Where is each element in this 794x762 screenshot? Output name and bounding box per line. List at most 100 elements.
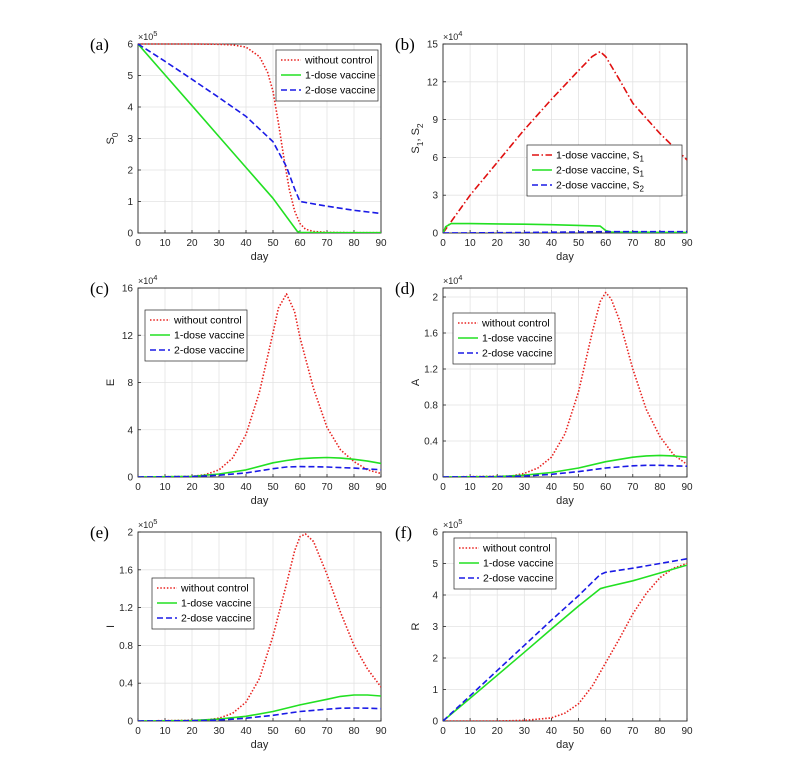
axes-box [442, 43, 688, 234]
x-tick-label: 20 [186, 238, 198, 249]
x-tick-label: 50 [573, 482, 585, 493]
x-tick-label: 40 [240, 238, 252, 249]
series-line-1-dose-vaccine [138, 43, 381, 233]
x-tick-label: 0 [135, 238, 141, 249]
legend-entry: 2-dose vaccine [174, 345, 245, 357]
x-tick-label: 70 [321, 238, 333, 249]
y-tick-label: 1.2 [119, 603, 133, 614]
panel-label: (d) [395, 279, 415, 298]
x-tick-label: 50 [573, 238, 585, 249]
x-tick-label: 40 [240, 726, 252, 737]
x-tick-label: 10 [465, 238, 477, 249]
x-tick-label: 60 [294, 482, 306, 493]
y-tick-label: 3 [432, 622, 438, 633]
series-line-2-dose-vaccine-s1 [443, 222, 687, 233]
legend-entry: 1-dose vaccine [174, 330, 245, 342]
series-line-without-control [443, 562, 687, 721]
y-tick-label: 6 [127, 40, 133, 51]
y-tick-label: 2 [127, 166, 133, 177]
legend-entry: 2-dose vaccine [483, 573, 554, 585]
plot-area [443, 44, 687, 233]
panel-label: (b) [395, 35, 415, 54]
legend-entry: 2-dose vaccine [482, 348, 553, 360]
x-axis-label: day [251, 739, 269, 751]
x-tick-label: 0 [135, 482, 141, 493]
x-tick-label: 60 [294, 238, 306, 249]
y-tick-label: 0.8 [119, 641, 133, 652]
x-tick-label: 0 [440, 238, 446, 249]
axis-exponent: ×104 [443, 29, 462, 42]
axis-exponent: ×104 [443, 273, 462, 286]
x-tick-label: 30 [213, 238, 225, 249]
x-tick-label: 30 [519, 238, 531, 249]
legend: without control 1-dose vaccine 2-dose vacc… [151, 577, 255, 630]
y-tick-label: 8 [127, 378, 133, 389]
x-tick-label: 80 [348, 726, 360, 737]
x-tick-label: 50 [267, 482, 279, 493]
axes-box [137, 287, 382, 478]
series-line-without-control [138, 43, 381, 233]
legend-entry: 2-dose vaccine, S1 [556, 165, 644, 179]
legend-entry: without control [173, 315, 242, 327]
x-tick-label: 50 [267, 726, 279, 737]
legend-entry: without control [481, 318, 550, 330]
series-line-2-dose-vaccine [138, 43, 381, 215]
x-tick-label: 10 [159, 482, 171, 493]
y-axis-label: S0 [105, 132, 120, 144]
x-axis-label: day [556, 495, 574, 507]
x-tick-label: 90 [681, 238, 693, 249]
y-axis-label: A [410, 378, 422, 386]
series-line-2-dose-vaccine [138, 465, 381, 477]
y-tick-label: 4 [127, 103, 133, 114]
x-tick-label: 20 [186, 726, 198, 737]
axis-exponent: ×104 [138, 273, 157, 286]
x-tick-label: 70 [627, 726, 639, 737]
legend-entry: 2-dose vaccine [305, 85, 376, 97]
x-tick-label: 90 [375, 238, 387, 249]
x-tick-label: 80 [654, 726, 666, 737]
x-tick-label: 80 [654, 482, 666, 493]
series-line-2-dose-vaccine [443, 464, 687, 477]
y-axis-label: I [105, 625, 117, 628]
x-tick-label: 90 [375, 482, 387, 493]
series-line-without-control [443, 291, 687, 477]
y-tick-label: 2 [432, 654, 438, 665]
x-tick-label: 0 [440, 482, 446, 493]
x-tick-label: 60 [600, 482, 612, 493]
panel-label: (a) [90, 35, 109, 54]
x-tick-label: 80 [348, 238, 360, 249]
x-tick-label: 20 [492, 726, 504, 737]
series-line-2-dose-vaccine [443, 558, 687, 721]
x-tick-label: 70 [321, 482, 333, 493]
y-tick-label: 1.6 [424, 329, 438, 340]
y-tick-label: 4 [127, 425, 133, 436]
y-tick-label: 0.4 [119, 679, 133, 690]
y-tick-label: 0 [432, 229, 438, 240]
y-tick-label: 0 [432, 473, 438, 484]
x-tick-label: 40 [546, 482, 558, 493]
legend-entry: 1-dose vaccine, S1 [556, 150, 644, 164]
y-tick-label: 5 [432, 559, 438, 570]
legend: without control 1-dose vaccine 2-dose vacc… [453, 537, 557, 590]
y-tick-label: 0 [127, 473, 133, 484]
x-tick-label: 20 [492, 482, 504, 493]
legend: without control 1-dose vaccine 2-dose vacc… [275, 49, 379, 102]
x-axis-label: day [251, 251, 269, 263]
legend: 1-dose vaccine, S12-dose vaccine, S12-do… [526, 144, 683, 197]
x-tick-label: 60 [600, 238, 612, 249]
y-tick-label: 15 [427, 40, 439, 51]
y-tick-label: 12 [427, 77, 439, 88]
x-tick-label: 0 [135, 726, 141, 737]
y-axis-label: R [410, 622, 422, 630]
x-tick-label: 10 [465, 482, 477, 493]
x-tick-label: 30 [213, 482, 225, 493]
y-tick-label: 3 [127, 134, 133, 145]
x-tick-label: 60 [600, 726, 612, 737]
legend-entry: without control [180, 583, 249, 595]
x-tick-label: 30 [519, 482, 531, 493]
legend-entry: 1-dose vaccine [305, 70, 376, 82]
x-tick-label: 70 [627, 482, 639, 493]
legend-entry: 1-dose vaccine [181, 598, 252, 610]
chart-panel-b: 0 10 20 30 40 50 60 70 80 90 0 3 6 9 12 15 ×104 day S1, S2… [395, 29, 693, 263]
